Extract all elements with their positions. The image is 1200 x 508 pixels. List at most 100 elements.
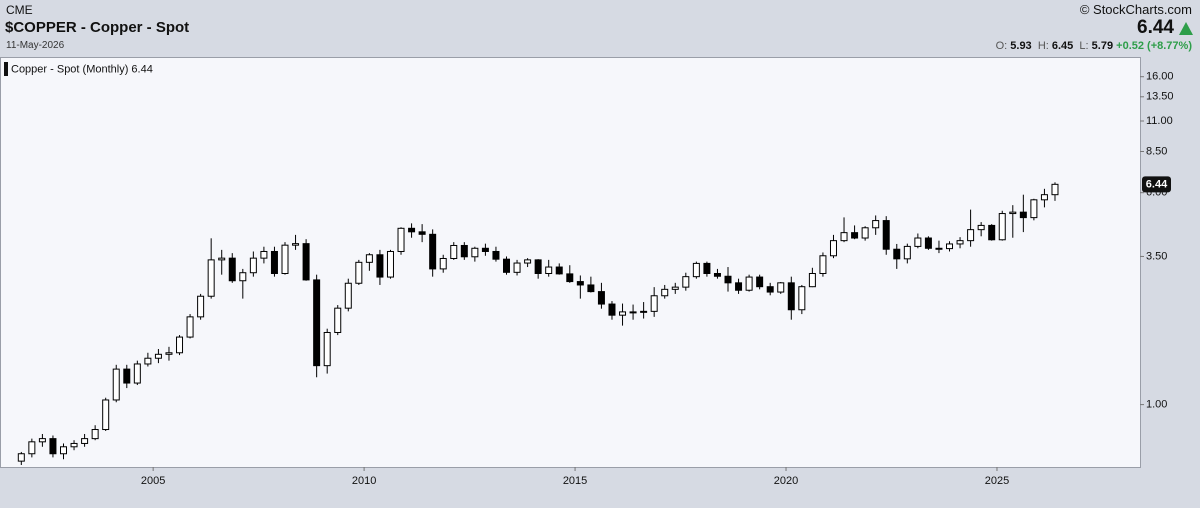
candle-body <box>450 244 458 259</box>
candle-body <box>397 227 405 252</box>
candle-body <box>956 240 964 245</box>
candle-body <box>661 288 669 297</box>
y-tick-label: 1.00 <box>1146 399 1167 411</box>
up-arrow <box>1179 22 1193 35</box>
candle-body <box>186 316 194 338</box>
y-tick-label: 11.00 <box>1146 115 1173 127</box>
candle-body <box>313 279 321 367</box>
x-tick-label: 2005 <box>141 475 165 487</box>
candle-body <box>1030 199 1038 219</box>
candle-body <box>123 368 131 384</box>
candle-body <box>365 254 373 263</box>
candle-body <box>323 331 331 367</box>
low-value: 5.79 <box>1091 40 1114 52</box>
last-price: 6.44 <box>1137 17 1174 38</box>
y-tick-label: 3.50 <box>1146 250 1167 262</box>
candle-body <box>249 257 257 274</box>
candle-body <box>176 336 184 354</box>
candle-body <box>91 429 99 440</box>
candle-body <box>218 257 226 261</box>
brand: © StockCharts.com <box>1079 2 1192 17</box>
candle-body <box>38 438 46 443</box>
candle-body <box>713 272 721 277</box>
candle-body <box>460 244 468 258</box>
candle-body <box>555 266 563 275</box>
candle-body <box>49 438 57 455</box>
candle-body <box>640 310 648 313</box>
candle-body <box>154 353 162 359</box>
candle-body <box>386 250 394 278</box>
candle-body <box>492 250 500 260</box>
chart-title: Copper - Spot (Monthly) 6.44 <box>11 63 153 75</box>
candle-body <box>408 227 416 233</box>
candle-body <box>798 286 806 311</box>
candle-body <box>840 232 848 242</box>
candle-body <box>28 441 36 455</box>
candle-body <box>545 266 553 274</box>
low-label: L: <box>1079 40 1089 52</box>
candle-body <box>998 213 1006 241</box>
candle-body <box>597 291 605 305</box>
candle-body <box>703 262 711 274</box>
candle-body <box>270 250 278 274</box>
candle-body <box>165 352 173 355</box>
candle-body <box>977 224 985 231</box>
candle-body <box>524 259 532 264</box>
candle-body <box>756 276 764 288</box>
candle-body <box>429 233 437 270</box>
candle-body <box>903 245 911 260</box>
candle-body <box>946 243 954 250</box>
candle-body <box>608 303 616 316</box>
candle-body <box>787 282 795 311</box>
high-value: 6.45 <box>1051 40 1074 52</box>
candle-body <box>239 272 247 282</box>
candle-body <box>133 363 141 384</box>
legend-swatch <box>4 62 8 76</box>
candle-body <box>1019 211 1027 219</box>
x-tick-label: 2020 <box>774 475 798 487</box>
candle-body <box>724 275 732 284</box>
candle-body <box>935 247 943 250</box>
candle-body <box>872 220 880 229</box>
candle-body <box>924 237 932 249</box>
candle-body <box>967 229 975 242</box>
candle-body <box>882 220 890 250</box>
open-label: O: <box>995 40 1008 52</box>
candle-body <box>260 250 268 259</box>
price-tag-label: 6.44 <box>1146 179 1168 191</box>
candle-body <box>671 286 679 290</box>
candle-body <box>503 258 511 273</box>
open-value: 5.93 <box>1010 40 1032 52</box>
x-tick-label: 2015 <box>563 475 587 487</box>
candle-body <box>893 248 901 260</box>
candle-body <box>629 311 637 314</box>
y-tick-label: 13.50 <box>1146 91 1174 103</box>
candle-body <box>292 243 300 246</box>
candle-body <box>619 311 627 316</box>
candle-body <box>682 276 690 288</box>
candle-body <box>513 262 521 273</box>
candle-body <box>819 255 827 274</box>
candle-body <box>102 399 110 431</box>
ohlc-line: O: 5.93 H: 6.45 L: 5.79 +0.52 (+8.77%) <box>996 40 1192 52</box>
candle-body <box>735 282 743 291</box>
candle-body <box>576 281 584 286</box>
candle-body <box>334 307 342 333</box>
candle-body <box>418 231 426 235</box>
candle-body <box>59 446 67 455</box>
candle-body <box>851 232 859 239</box>
candle-body <box>17 453 25 462</box>
price-tag <box>1142 176 1171 193</box>
candle-body <box>766 286 774 293</box>
candle-body <box>1009 211 1017 215</box>
candle-body <box>197 295 205 318</box>
candle-body <box>1051 183 1059 196</box>
candle-body <box>692 262 700 278</box>
candle-body <box>471 247 479 258</box>
date: 11-May-2026 <box>6 40 65 51</box>
candle-body <box>861 227 869 239</box>
x-tick-label: 2025 <box>985 475 1009 487</box>
symbol-title: $COPPER - Copper - Spot <box>5 19 190 36</box>
candle-body <box>70 442 78 448</box>
